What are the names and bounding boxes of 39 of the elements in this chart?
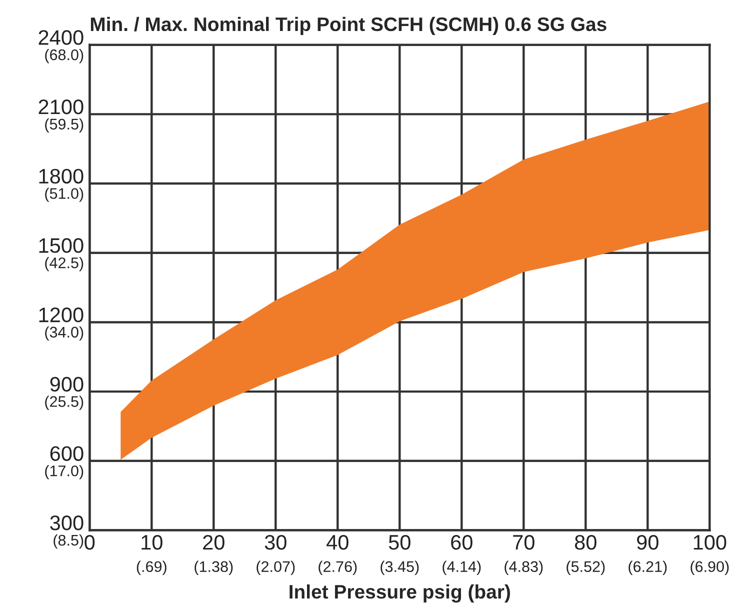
y2-tick-label: (42.5) <box>45 257 84 272</box>
y2-tick-label: (51.0) <box>45 188 84 202</box>
x2-tick-label: (2.07) <box>256 560 295 576</box>
y-tick-label: 600 <box>50 446 84 461</box>
y-tick-label: 1800 <box>39 168 84 184</box>
y2-tick-label: (68.0) <box>45 49 84 64</box>
x-tick-label: 50 <box>388 534 410 550</box>
y2-tick-label: (8.5) <box>54 534 84 549</box>
x-tick-label: 60 <box>451 534 472 550</box>
y-tick-label: 900 <box>50 376 84 392</box>
x-tick-label: 80 <box>574 534 596 550</box>
x2-tick-label: (6.90) <box>690 560 729 576</box>
y-tick-label: 2400 <box>38 30 84 45</box>
x2-tick-label: (4.14) <box>442 560 481 576</box>
chart-title: Min. / Max. Nominal Trip Point SCFH (SCMH) 0.6 SG Gas <box>90 16 606 35</box>
x2-tick-label: (6.21) <box>628 560 667 576</box>
x-tick-label: 30 <box>264 534 286 550</box>
y-tick-label: 2100 <box>38 99 84 114</box>
y-tick-label: 1200 <box>39 308 84 322</box>
x-tick-label: 0 <box>84 534 95 550</box>
y2-tick-label: (34.0) <box>45 326 84 341</box>
x-tick-label: 20 <box>203 534 224 550</box>
x2-tick-label: (.69) <box>136 560 166 576</box>
x-tick-label: 70 <box>513 534 534 550</box>
x2-tick-label: (4.83) <box>504 560 543 576</box>
x2-tick-label: (1.38) <box>194 560 233 576</box>
x-tick-label: 10 <box>142 534 162 550</box>
y-tick-label: 1500 <box>39 238 84 253</box>
x-tick-label: 100 <box>694 534 726 550</box>
x2-tick-label: (2.76) <box>318 560 357 576</box>
y2-tick-label: (59.5) <box>45 118 84 133</box>
x-axis-title: Inlet Pressure psig (bar) <box>290 584 510 603</box>
y-tick-label: 300 <box>50 516 84 530</box>
y2-tick-label: (17.0) <box>45 465 84 480</box>
x-tick-label: 90 <box>637 534 658 550</box>
x2-tick-label: (5.52) <box>566 560 605 576</box>
x2-tick-label: (3.45) <box>380 560 419 576</box>
x-tick-label: 40 <box>326 534 348 550</box>
y2-tick-label: (25.5) <box>45 396 84 410</box>
